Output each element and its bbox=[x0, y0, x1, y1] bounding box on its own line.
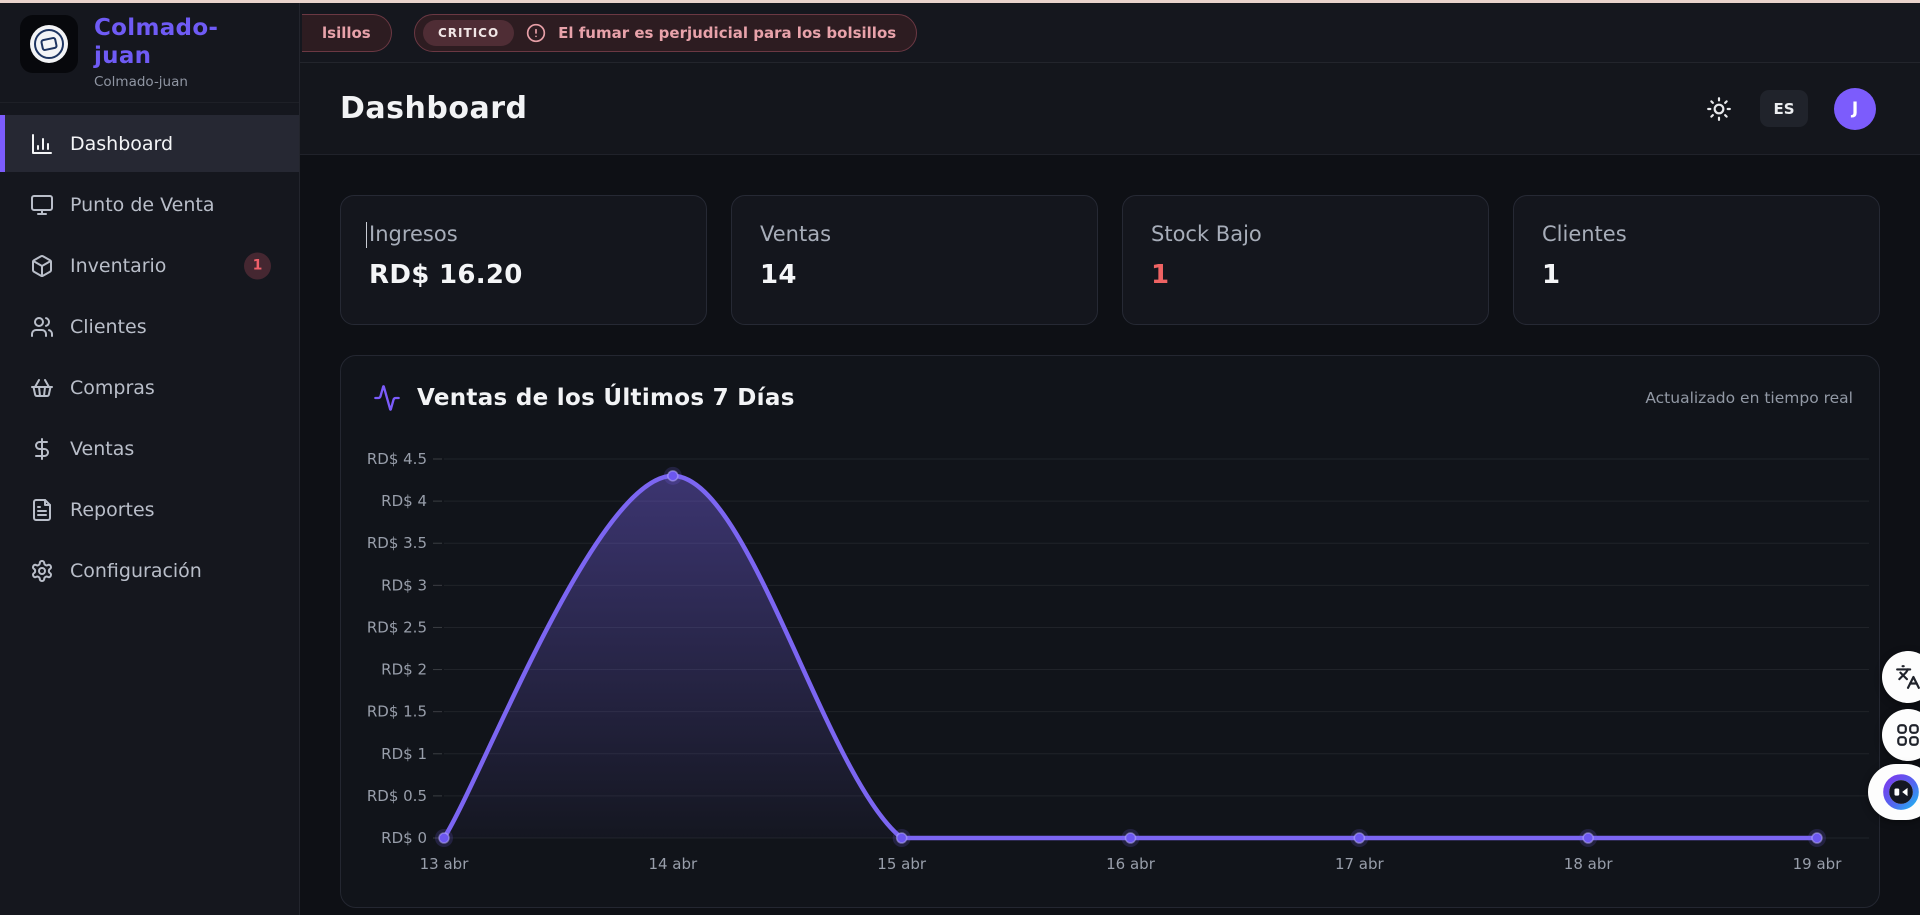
sidebar-item-label: Reportes bbox=[70, 498, 155, 521]
ticker-pill-alert: CRITICO El fumar es perjudicial para los… bbox=[414, 14, 918, 52]
svg-text:14 abr: 14 abr bbox=[648, 855, 698, 873]
svg-text:RD$ 4: RD$ 4 bbox=[381, 492, 427, 510]
svg-text:RD$ 0: RD$ 0 bbox=[381, 829, 427, 847]
sidebar: Colmado-juan Colmado-juan Dashboard Punto… bbox=[0, 3, 300, 915]
sales-chart: RD$ 4.5 RD$ 4 RD$ 3.5 RD$ 3 RD$ 2.5 RD$ 2 RD$ … bbox=[367, 450, 1869, 873]
sidebar-item-punto-de-venta[interactable]: Punto de Venta bbox=[0, 176, 299, 233]
sidebar-item-badge: 1 bbox=[244, 252, 271, 279]
sidebar-item-label: Clientes bbox=[70, 315, 147, 338]
apps-grid-icon bbox=[1895, 722, 1920, 748]
topbar-ticker: lsillos CRITICO El fumar es perjudicial … bbox=[300, 3, 1920, 63]
theme-toggle-button[interactable] bbox=[1704, 94, 1734, 124]
sidebar-item-label: Inventario bbox=[70, 254, 167, 277]
gear-icon bbox=[30, 559, 54, 583]
svg-text:RD$ 1.5: RD$ 1.5 bbox=[367, 703, 427, 721]
ticker-pill-partial: lsillos bbox=[302, 14, 392, 52]
svg-text:RD$ 0.5: RD$ 0.5 bbox=[367, 787, 427, 805]
alert-message: El fumar es perjudicial para los bolsill… bbox=[558, 24, 897, 42]
main-content: Ingresos RD$ 16.20 Ventas 14 Stock Bajo 1 Clie… bbox=[300, 155, 1920, 915]
sidebar-item-clientes[interactable]: Clientes bbox=[0, 298, 299, 355]
stat-value: RD$ 16.20 bbox=[369, 260, 523, 290]
ticker-partial-text: lsillos bbox=[322, 24, 371, 42]
language-button[interactable]: ES bbox=[1760, 90, 1808, 127]
top-accent-strip bbox=[0, 0, 1920, 3]
alert-circle-icon bbox=[526, 23, 546, 43]
stat-card-ingresos: Ingresos RD$ 16.20 bbox=[340, 195, 707, 325]
text-caret bbox=[366, 222, 367, 248]
brand-subtitle: Colmado-juan bbox=[94, 74, 188, 91]
stat-label: Stock Bajo bbox=[1151, 222, 1262, 246]
sidebar-item-configuracion[interactable]: Configuración bbox=[0, 542, 299, 599]
apps-grid-button[interactable] bbox=[1882, 709, 1920, 761]
svg-text:18 abr: 18 abr bbox=[1564, 855, 1614, 873]
package-icon bbox=[30, 254, 54, 278]
sidebar-item-label: Ventas bbox=[70, 437, 135, 460]
sidebar-nav: Dashboard Punto de Venta Inventario 1 Client… bbox=[0, 103, 299, 599]
sidebar-item-label: Punto de Venta bbox=[70, 193, 215, 216]
sidebar-item-dashboard[interactable]: Dashboard bbox=[0, 115, 299, 172]
stat-value: 1 bbox=[1151, 260, 1170, 290]
sidebar-item-reportes[interactable]: Reportes bbox=[0, 481, 299, 538]
stat-value: 1 bbox=[1542, 260, 1561, 290]
stat-label: Clientes bbox=[1542, 222, 1627, 246]
svg-text:15 abr: 15 abr bbox=[877, 855, 927, 873]
brand-block[interactable]: Colmado-juan Colmado-juan bbox=[0, 3, 299, 103]
sidebar-item-label: Compras bbox=[70, 376, 155, 399]
translate-button[interactable] bbox=[1882, 651, 1920, 703]
sun-icon bbox=[1706, 96, 1732, 122]
users-icon bbox=[30, 315, 54, 339]
brand-logo-icon bbox=[20, 15, 78, 73]
stat-value: 14 bbox=[760, 260, 797, 290]
stats-row: Ingresos RD$ 16.20 Ventas 14 Stock Bajo 1 Clie… bbox=[340, 195, 1880, 325]
svg-text:RD$ 3: RD$ 3 bbox=[381, 576, 427, 594]
activity-pulse-icon bbox=[373, 384, 401, 412]
stat-label: Ventas bbox=[760, 222, 832, 246]
svg-text:RD$ 1: RD$ 1 bbox=[381, 745, 427, 763]
chatbot-button[interactable] bbox=[1868, 764, 1920, 820]
alert-level-badge: CRITICO bbox=[423, 20, 515, 46]
chatbot-icon bbox=[1882, 773, 1920, 811]
svg-text:RD$ 3.5: RD$ 3.5 bbox=[367, 534, 427, 552]
sidebar-item-compras[interactable]: Compras bbox=[0, 359, 299, 416]
page-title: Dashboard bbox=[340, 91, 528, 126]
svg-text:RD$ 2: RD$ 2 bbox=[381, 661, 427, 679]
chart-header: Ventas de los Últimos 7 Días Actualizado… bbox=[373, 384, 1853, 412]
svg-text:17 abr: 17 abr bbox=[1335, 855, 1385, 873]
translate-icon bbox=[1895, 664, 1920, 690]
svg-text:19 abr: 19 abr bbox=[1793, 855, 1843, 873]
sidebar-item-inventario[interactable]: Inventario 1 bbox=[0, 237, 299, 294]
svg-text:16 abr: 16 abr bbox=[1106, 855, 1156, 873]
header-actions: ES J bbox=[1704, 87, 1876, 130]
stat-card-ventas: Ventas 14 bbox=[731, 195, 1098, 325]
monitor-icon bbox=[30, 193, 54, 217]
stat-label: Ingresos bbox=[366, 222, 678, 248]
dollar-icon bbox=[30, 437, 54, 461]
sidebar-item-ventas[interactable]: Ventas bbox=[0, 420, 299, 477]
avatar[interactable]: J bbox=[1834, 87, 1876, 130]
page-header: Dashboard ES J bbox=[300, 63, 1920, 155]
bar-chart-icon bbox=[30, 132, 54, 156]
stat-card-clientes: Clientes 1 bbox=[1513, 195, 1880, 325]
basket-icon bbox=[30, 376, 54, 400]
sidebar-item-label: Dashboard bbox=[70, 132, 174, 155]
svg-text:RD$ 4.5: RD$ 4.5 bbox=[367, 450, 427, 468]
chart-title: Ventas de los Últimos 7 Días bbox=[417, 385, 795, 411]
document-icon bbox=[30, 498, 54, 522]
brand-title: Colmado-juan bbox=[94, 15, 219, 69]
svg-text:RD$ 2.5: RD$ 2.5 bbox=[367, 618, 427, 636]
chart-card: Ventas de los Últimos 7 Días Actualizado… bbox=[340, 355, 1880, 908]
chart-status: Actualizado en tiempo real bbox=[1645, 389, 1853, 407]
stat-card-stock-bajo: Stock Bajo 1 bbox=[1122, 195, 1489, 325]
sidebar-item-label: Configuración bbox=[70, 559, 202, 582]
svg-text:13 abr: 13 abr bbox=[420, 855, 470, 873]
